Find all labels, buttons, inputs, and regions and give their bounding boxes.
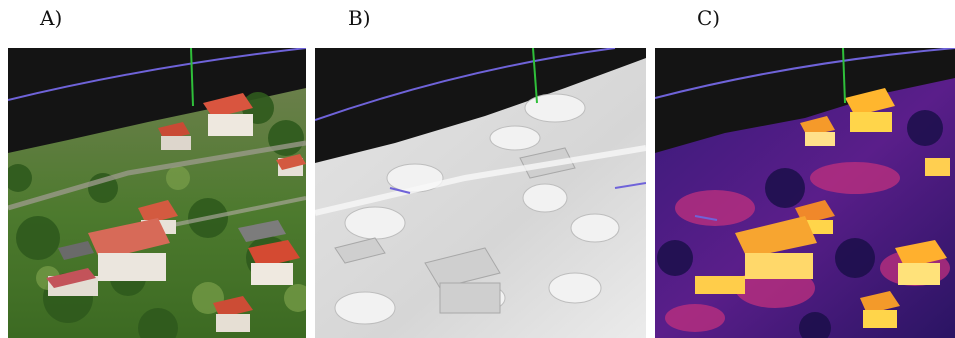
panel-label-b: B) — [348, 6, 371, 30]
panel-label-a: A) — [40, 6, 63, 30]
panel-c-thermal-mesh — [655, 48, 955, 338]
panel-b-shaded-mesh — [315, 48, 646, 338]
textured-mesh-image — [8, 48, 306, 338]
panel-a-textured-mesh — [8, 48, 306, 338]
thermal-mesh-image — [655, 48, 955, 338]
panel-label-c: C) — [697, 6, 721, 30]
shaded-mesh-image — [315, 48, 646, 338]
